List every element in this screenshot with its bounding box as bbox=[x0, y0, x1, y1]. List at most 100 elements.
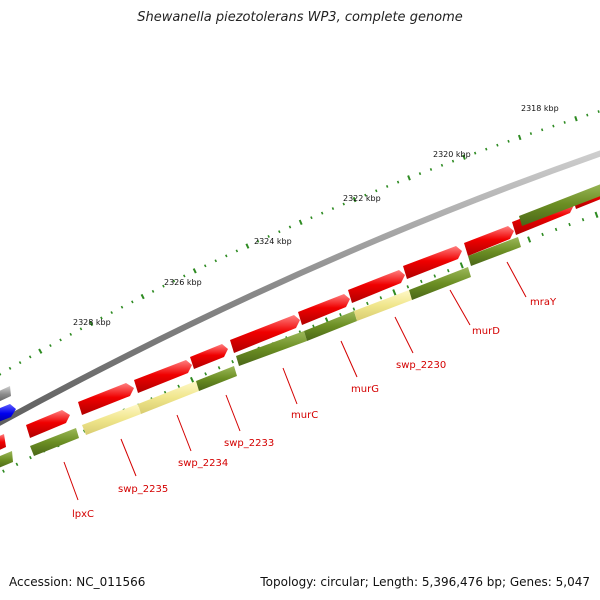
tick-mark bbox=[110, 311, 114, 315]
label-leaders bbox=[63, 261, 527, 501]
accession-text: Accession: NC_011566 bbox=[9, 575, 146, 589]
genome-backbone bbox=[0, 150, 600, 426]
gene-forward bbox=[78, 383, 134, 415]
tick-mark bbox=[100, 316, 103, 320]
gene-reverse bbox=[304, 311, 357, 341]
tick-mark bbox=[245, 243, 250, 249]
tick-mark bbox=[288, 225, 292, 229]
gene-label-murG: murG bbox=[351, 384, 379, 395]
tick-mark bbox=[496, 143, 499, 147]
tick-mark bbox=[18, 361, 22, 365]
tick-mark bbox=[574, 116, 578, 122]
tick-mark bbox=[527, 236, 532, 243]
tick-mark bbox=[2, 469, 5, 473]
tick-mark bbox=[29, 455, 32, 460]
kbp-label-2322: 2322 kbp bbox=[343, 194, 381, 203]
tick-mark bbox=[594, 211, 599, 218]
tick-mark bbox=[586, 113, 589, 117]
tick-mark bbox=[89, 320, 94, 327]
tick-mark bbox=[366, 301, 369, 306]
gene-reverse bbox=[354, 290, 412, 321]
tick-mark bbox=[407, 175, 411, 181]
tick-mark bbox=[140, 293, 145, 300]
kbp-label-2324: 2324 kbp bbox=[254, 237, 292, 246]
genome-summary-text: Topology: circular; Length: 5,396,476 bp… bbox=[260, 575, 590, 589]
tick-mark bbox=[320, 211, 324, 215]
kbp-label-2318: 2318 kbp bbox=[521, 104, 559, 113]
tick-mark bbox=[0, 372, 2, 376]
gene-label-murC: murC bbox=[291, 410, 318, 421]
gene-forward bbox=[348, 270, 405, 303]
gene-reverse bbox=[30, 428, 79, 456]
gene-forward bbox=[190, 344, 228, 369]
tick-mark bbox=[507, 139, 510, 143]
tick-mark bbox=[420, 279, 423, 284]
gene-forward bbox=[403, 246, 462, 279]
tick-mark bbox=[8, 366, 12, 370]
tick-mark bbox=[38, 348, 43, 354]
tick-mark bbox=[217, 366, 221, 370]
tick-mark bbox=[552, 124, 555, 128]
gene-segment bbox=[0, 451, 13, 468]
tick-mark bbox=[190, 376, 195, 384]
tick-mark bbox=[429, 167, 433, 171]
tick-mark bbox=[162, 284, 165, 288]
gene-forward bbox=[230, 315, 300, 353]
tick-mark bbox=[385, 184, 389, 188]
tick-mark bbox=[433, 274, 437, 278]
map-title: Shewanella piezotolerans WP3, complete g… bbox=[137, 10, 463, 25]
tick-mark bbox=[462, 154, 466, 160]
kbp-label-2328: 2328 kbp bbox=[73, 318, 111, 327]
tick-mark bbox=[392, 289, 397, 296]
tick-mark bbox=[473, 151, 477, 155]
gene-forward bbox=[464, 226, 514, 256]
gene-reverse bbox=[236, 331, 307, 366]
tick-mark bbox=[406, 285, 410, 289]
tick-mark bbox=[15, 462, 19, 467]
kbp-label-2320: 2320 kbp bbox=[433, 150, 471, 159]
tick-mark bbox=[485, 147, 488, 151]
tick-mark bbox=[541, 232, 544, 237]
tick-mark bbox=[352, 307, 356, 311]
tick-mark bbox=[267, 234, 270, 238]
gene-forward bbox=[298, 294, 350, 325]
tick-mark bbox=[131, 300, 134, 304]
gene-forward bbox=[26, 410, 70, 438]
tick-mark bbox=[172, 279, 176, 283]
tick-mark bbox=[554, 227, 558, 232]
gene-segment bbox=[0, 404, 16, 422]
gene-segment bbox=[0, 386, 11, 402]
tick-mark bbox=[235, 249, 239, 253]
tick-mark bbox=[278, 230, 281, 234]
tick-mark bbox=[120, 305, 124, 309]
gene-reverse bbox=[82, 404, 141, 435]
tick-mark bbox=[364, 193, 367, 197]
tick-mark bbox=[59, 338, 62, 342]
tick-mark bbox=[203, 264, 207, 268]
tick-mark bbox=[540, 128, 544, 132]
tick-mark bbox=[231, 360, 234, 364]
gene-reverse bbox=[519, 184, 600, 226]
gene-forward bbox=[134, 360, 192, 393]
tick-mark bbox=[256, 239, 260, 243]
gene-label-swp_2234: swp_2234 bbox=[178, 458, 228, 469]
tick-mark bbox=[183, 274, 186, 278]
gene-reverse bbox=[138, 381, 199, 414]
tick-mark bbox=[459, 262, 464, 269]
gene-reverse bbox=[468, 237, 521, 266]
gene-label-lpxC: lpxC bbox=[72, 509, 94, 520]
tick-ring bbox=[0, 110, 600, 473]
tick-mark bbox=[225, 254, 228, 258]
tick-mark bbox=[563, 120, 566, 124]
gene-reverse bbox=[409, 267, 471, 300]
tick-mark bbox=[79, 327, 83, 331]
tick-mark bbox=[339, 313, 342, 317]
tick-mark bbox=[375, 189, 378, 193]
tick-mark bbox=[451, 159, 455, 163]
tick-mark bbox=[49, 344, 52, 348]
gene-reverse bbox=[196, 366, 237, 391]
tick-mark bbox=[310, 216, 313, 220]
kbp-label-2326: 2326 kbp bbox=[164, 278, 202, 287]
tick-mark bbox=[446, 268, 450, 273]
